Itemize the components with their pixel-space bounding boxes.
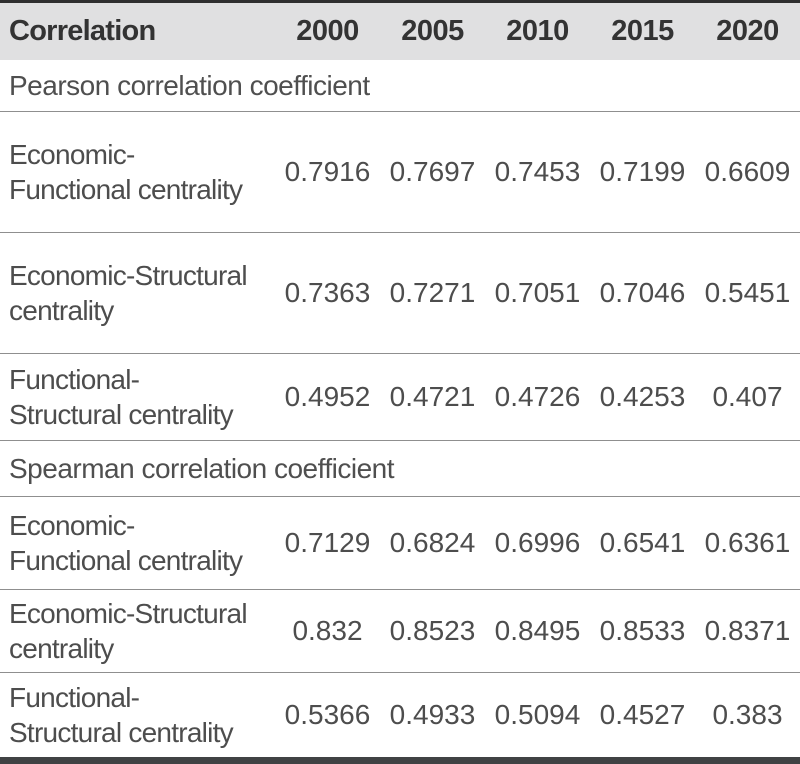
table-header-row: Correlation 2000 2005 2010 2015 2020 — [0, 3, 800, 60]
table-row-pearson-economic-structural: Economic-Structural centrality 0.7363 0.… — [0, 233, 800, 354]
value-cell: 0.7363 — [284, 277, 371, 308]
row-label: Economic- Functional centrality — [9, 139, 243, 205]
value-cell: 0.5451 — [704, 277, 791, 308]
value-cell: 0.407 — [712, 381, 783, 412]
column-header-year-2005: 2005 — [401, 15, 464, 47]
value-cell: 0.5094 — [494, 699, 581, 730]
section-title-spearman: Spearman correlation coefficient — [0, 441, 800, 497]
value-cell: 0.7129 — [284, 527, 371, 558]
value-cell: 0.4721 — [389, 381, 476, 412]
value-cell: 0.6541 — [599, 527, 686, 558]
column-header-year-2000: 2000 — [296, 15, 359, 47]
column-header-year-2015: 2015 — [611, 15, 674, 47]
value-cell: 0.8533 — [599, 615, 686, 646]
value-cell: 0.7697 — [389, 156, 476, 187]
value-cell: 0.8495 — [494, 615, 581, 646]
value-cell: 0.7051 — [494, 277, 581, 308]
table-row-spearman-functional-structural: Functional- Structural centrality 0.5366… — [0, 673, 800, 757]
value-cell: 0.4527 — [599, 699, 686, 730]
row-label: Economic-Structural centrality — [9, 260, 248, 326]
table-row-pearson-economic-functional: Economic- Functional centrality 0.7916 0… — [0, 112, 800, 233]
value-cell: 0.6824 — [389, 527, 476, 558]
header-correlation-label: Correlation — [9, 15, 156, 47]
value-cell: 0.832 — [292, 615, 363, 646]
value-cell: 0.7916 — [284, 156, 371, 187]
value-cell: 0.4726 — [494, 381, 581, 412]
value-cell: 0.383 — [712, 699, 783, 730]
section-title-pearson: Pearson correlation coefficient — [0, 60, 800, 112]
value-cell: 0.6996 — [494, 527, 581, 558]
value-cell: 0.7046 — [599, 277, 686, 308]
table-row-spearman-economic-structural: Economic-Structural centrality 0.832 0.8… — [0, 590, 800, 673]
value-cell: 0.7199 — [599, 156, 686, 187]
row-label: Economic-Structural centrality — [9, 598, 248, 664]
value-cell: 0.8523 — [389, 615, 476, 646]
value-cell: 0.4253 — [599, 381, 686, 412]
value-cell: 0.7271 — [389, 277, 476, 308]
value-cell: 0.6609 — [704, 156, 791, 187]
column-header-year-2010: 2010 — [506, 15, 569, 47]
row-label: Functional- Structural centrality — [9, 364, 234, 430]
row-label: Functional- Structural centrality — [9, 682, 234, 748]
value-cell: 0.5366 — [284, 699, 371, 730]
value-cell: 0.4952 — [284, 381, 371, 412]
column-header-year-2020: 2020 — [716, 15, 779, 47]
table-row-pearson-functional-structural: Functional- Structural centrality 0.4952… — [0, 354, 800, 441]
value-cell: 0.7453 — [494, 156, 581, 187]
table-row-spearman-economic-functional: Economic- Functional centrality 0.7129 0… — [0, 497, 800, 590]
row-label: Economic- Functional centrality — [9, 510, 243, 576]
value-cell: 0.4933 — [389, 699, 476, 730]
value-cell: 0.6361 — [704, 527, 791, 558]
value-cell: 0.8371 — [704, 615, 791, 646]
